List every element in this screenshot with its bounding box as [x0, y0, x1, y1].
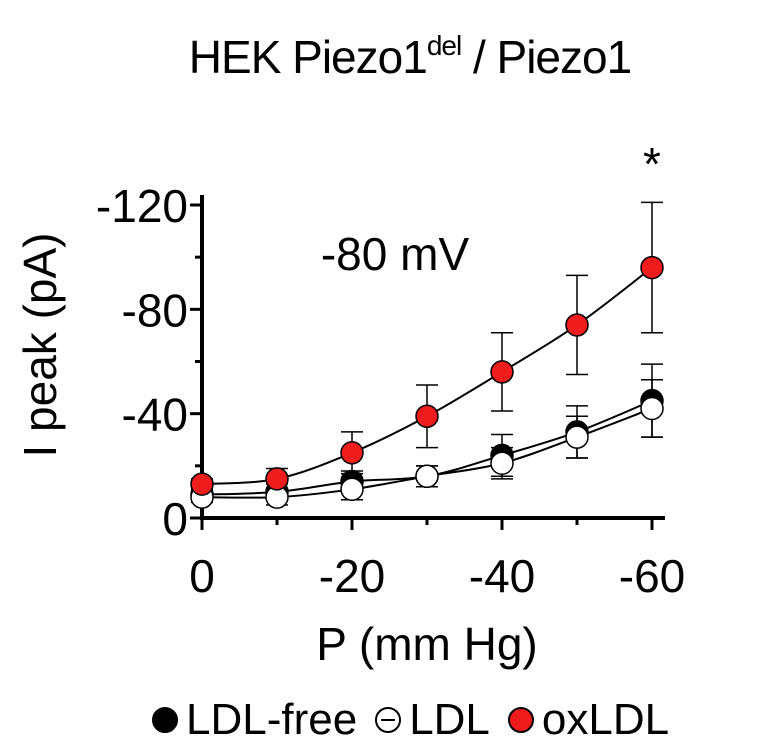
- data-point-ldl: [640, 396, 664, 421]
- y-tick-label: -40: [122, 389, 188, 441]
- data-point-oxldl: [640, 255, 664, 280]
- chart-title: HEK Piezo1del / Piezo1: [188, 30, 632, 83]
- legend-label-ldl: LDL: [409, 695, 490, 744]
- y-tick-label: -80: [122, 284, 188, 336]
- x-tick-label: -40: [469, 550, 535, 602]
- y-tick-label: -120: [96, 180, 188, 232]
- legend-marker-ldl-free: [152, 707, 178, 733]
- legend-item-ldl: LDL: [375, 695, 490, 745]
- legend: LDL-free LDL oxLDL: [152, 695, 687, 745]
- legend-item-ldl-free: LDL-free: [152, 695, 357, 745]
- data-point-ldl: [490, 451, 514, 475]
- y-axis-label: I peak (pA): [14, 233, 66, 458]
- legend-item-oxldl: oxLDL: [507, 695, 670, 745]
- data-point-oxldl: [415, 404, 439, 429]
- x-tick-label: 0: [189, 550, 215, 602]
- data-point-oxldl: [490, 360, 514, 384]
- data-point-ldl: [565, 425, 589, 449]
- legend-marker-ldl: [375, 707, 402, 733]
- legend-label-oxldl: oxLDL: [541, 695, 670, 744]
- fit-line-oxldl: [201, 266, 653, 486]
- significance-marker: *: [643, 138, 661, 190]
- data-point-oxldl: [565, 313, 589, 337]
- data-point-oxldl: [340, 441, 364, 465]
- legend-label-ldl-free: LDL-free: [186, 695, 358, 744]
- legend-marker-oxldl: [507, 707, 534, 733]
- x-tick-label: -60: [619, 550, 685, 602]
- data-point-ldl: [340, 477, 364, 502]
- x-axis-label: P (mm Hg): [316, 618, 538, 670]
- y-tick-label: 0: [162, 493, 188, 545]
- voltage-annotation: -80 mV: [321, 228, 470, 280]
- data-point-oxldl: [265, 467, 289, 491]
- x-tick-label: -20: [319, 550, 385, 602]
- data-point-ldl: [415, 464, 439, 489]
- data-point-oxldl: [190, 472, 214, 496]
